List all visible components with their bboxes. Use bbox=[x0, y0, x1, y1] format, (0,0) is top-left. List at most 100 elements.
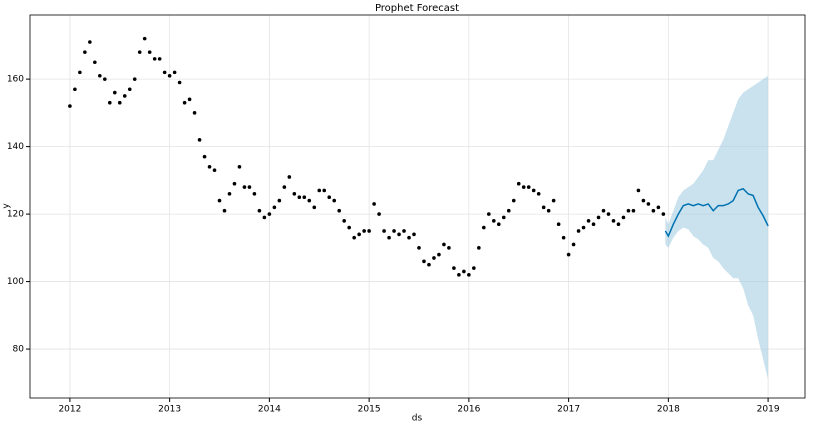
observed-point bbox=[172, 70, 177, 75]
observed-point bbox=[556, 222, 561, 227]
observed-point bbox=[601, 208, 606, 213]
chart-title: Prophet Forecast bbox=[375, 3, 459, 14]
observed-point bbox=[337, 208, 342, 213]
observed-point bbox=[112, 90, 117, 95]
observed-point bbox=[297, 195, 302, 200]
x-tick-label: 2013 bbox=[158, 405, 181, 415]
observed-point bbox=[432, 256, 436, 260]
observed-point bbox=[452, 266, 456, 270]
y-tick-label: 120 bbox=[7, 210, 24, 220]
observed-point bbox=[377, 212, 381, 216]
uncertainty-band bbox=[665, 75, 769, 380]
observed-point bbox=[412, 232, 416, 237]
observed-point bbox=[157, 57, 162, 61]
observed-point bbox=[122, 94, 127, 98]
observed-point bbox=[427, 262, 431, 267]
observed-point bbox=[397, 232, 401, 237]
observed-point bbox=[347, 225, 351, 230]
observed-point bbox=[407, 235, 411, 240]
observed-point bbox=[307, 198, 312, 203]
y-axis-label: y bbox=[2, 203, 12, 209]
observed-point bbox=[227, 192, 232, 196]
observed-point bbox=[197, 138, 202, 142]
observed-point bbox=[357, 232, 361, 237]
observed-point bbox=[531, 188, 536, 193]
observed-point bbox=[287, 175, 292, 179]
observed-point bbox=[327, 195, 332, 200]
observed-point bbox=[217, 198, 222, 203]
observed-point bbox=[581, 225, 586, 230]
observed-point bbox=[656, 205, 661, 210]
observed-point bbox=[137, 50, 142, 54]
y-tick-label: 140 bbox=[7, 142, 24, 152]
observed-point bbox=[616, 222, 621, 227]
observed-point bbox=[392, 229, 396, 233]
observed-point bbox=[447, 246, 451, 250]
observed-point bbox=[117, 100, 122, 105]
observed-point bbox=[467, 273, 471, 277]
observed-point bbox=[232, 181, 237, 186]
observed-point bbox=[78, 70, 82, 75]
observed-point bbox=[88, 40, 92, 44]
observed-point bbox=[312, 205, 317, 210]
observed-point bbox=[68, 104, 72, 108]
observed-point bbox=[477, 246, 481, 250]
observed-point bbox=[541, 205, 546, 210]
observed-point bbox=[187, 97, 192, 102]
observed-point bbox=[212, 168, 217, 173]
plot-frame bbox=[29, 14, 806, 399]
observed-point bbox=[237, 165, 242, 169]
observed-point bbox=[492, 219, 496, 223]
x-tick-label: 2019 bbox=[757, 405, 780, 415]
observed-point bbox=[332, 198, 337, 203]
y-tick-label: 160 bbox=[7, 75, 24, 85]
observed-point bbox=[272, 205, 277, 210]
observed-point bbox=[247, 185, 252, 189]
x-axis-label: ds bbox=[412, 414, 423, 424]
observed-point bbox=[566, 252, 571, 257]
observed-point bbox=[422, 259, 426, 264]
observed-point bbox=[641, 198, 646, 203]
observed-point bbox=[661, 212, 666, 216]
observed-point bbox=[127, 87, 132, 92]
observed-point bbox=[457, 273, 461, 277]
observed-point bbox=[267, 212, 272, 216]
observed-point bbox=[257, 208, 262, 213]
x-tick-label: 2018 bbox=[657, 405, 680, 415]
observed-point bbox=[252, 192, 257, 196]
observed-point bbox=[586, 219, 591, 223]
observed-point bbox=[576, 229, 581, 233]
observed-point bbox=[501, 215, 506, 220]
observed-point bbox=[132, 77, 137, 81]
observed-point bbox=[152, 57, 157, 61]
observed-point bbox=[367, 229, 371, 233]
x-tick-label: 2014 bbox=[258, 405, 281, 415]
observed-point bbox=[611, 219, 616, 223]
x-tick-label: 2012 bbox=[58, 405, 81, 415]
observed-point bbox=[646, 202, 651, 206]
observed-point bbox=[526, 185, 531, 189]
observed-point bbox=[222, 208, 227, 213]
observed-point bbox=[511, 198, 516, 203]
observed-point bbox=[162, 70, 167, 75]
observed-point bbox=[536, 192, 541, 196]
observed-point bbox=[317, 188, 322, 193]
observed-point bbox=[631, 208, 636, 213]
observed-point bbox=[242, 185, 247, 189]
observed-point bbox=[417, 246, 421, 250]
observed-point bbox=[182, 100, 187, 105]
observed-point bbox=[636, 188, 641, 193]
observed-point bbox=[103, 77, 107, 81]
observed-point bbox=[521, 185, 526, 189]
observed-point bbox=[352, 235, 356, 240]
observed-point bbox=[402, 229, 406, 233]
forecast-line bbox=[664, 187, 769, 238]
observed-point bbox=[107, 100, 112, 105]
observed-point bbox=[292, 192, 297, 196]
observed-point bbox=[322, 188, 327, 193]
observed-point bbox=[167, 73, 172, 78]
observed-point bbox=[277, 198, 282, 203]
observed-point bbox=[516, 181, 521, 186]
observed-point bbox=[472, 266, 476, 270]
